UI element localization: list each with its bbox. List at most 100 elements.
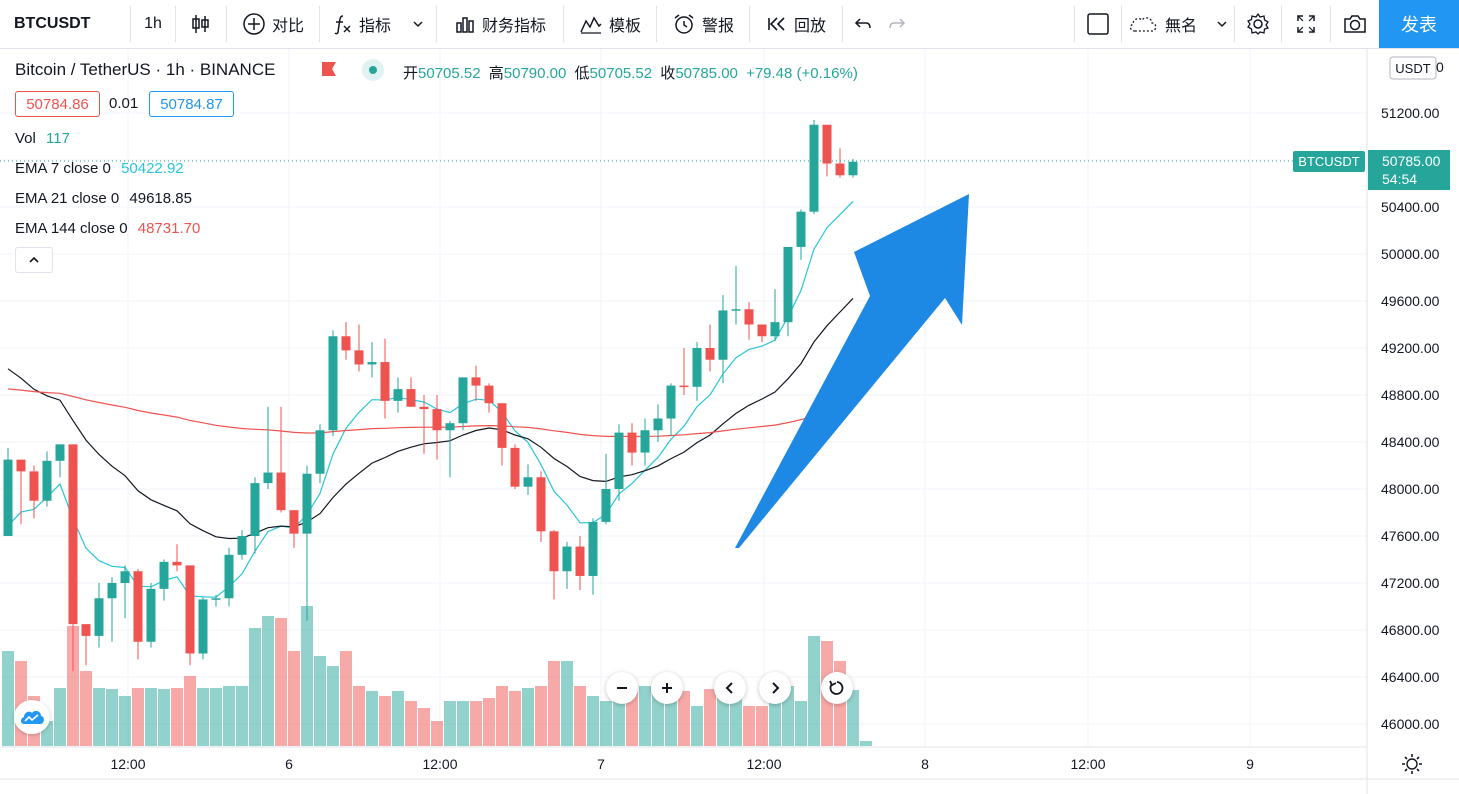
indicator-legend-ema21[interactable]: EMA 21 close 0 49618.85 xyxy=(15,190,192,207)
ema7-line xyxy=(7,200,854,598)
candle-body xyxy=(796,211,806,247)
scroll-left-button[interactable] xyxy=(714,672,746,704)
candle-body xyxy=(458,377,468,424)
toolbar-divider xyxy=(1074,6,1075,42)
price-tick-label: 49200.00 xyxy=(1381,340,1440,356)
candle-body xyxy=(354,350,364,365)
ema21-line xyxy=(7,297,854,540)
indicator-legend-ema7[interactable]: EMA 7 close 0 50422.92 xyxy=(15,160,184,177)
volume-bar xyxy=(106,689,118,746)
toolbar-divider xyxy=(130,6,131,42)
indicators-button[interactable]: 指标 xyxy=(320,0,436,48)
templates-label: 模板 xyxy=(608,18,641,35)
volume-bar xyxy=(353,686,365,746)
cloud-chart-icon xyxy=(21,710,44,724)
chart-style-button[interactable] xyxy=(176,0,226,48)
settings-button[interactable] xyxy=(1235,0,1281,48)
collapse-legend-button[interactable] xyxy=(15,247,53,273)
volume-bar xyxy=(457,701,469,746)
volume-bar xyxy=(275,618,287,746)
top-toolbar: BTCUSDT 1h 对比 指标 财务指标 模板 警报 回放 xyxy=(0,0,1459,49)
symbol-search-button[interactable]: BTCUSDT xyxy=(0,0,130,48)
replay-button[interactable]: 回放 xyxy=(750,0,842,48)
chevron-left-icon xyxy=(725,682,733,694)
indicator-legend-vol[interactable]: Vol 117 xyxy=(15,130,70,147)
candle-body xyxy=(666,385,676,419)
candle-body xyxy=(328,336,338,431)
financials-button[interactable]: 财务指标 xyxy=(437,0,563,48)
candle-body xyxy=(536,477,546,532)
compare-button[interactable]: 对比 xyxy=(227,0,319,48)
candle-body xyxy=(822,124,832,164)
volume-bar xyxy=(548,661,560,746)
candle-body xyxy=(146,588,156,642)
volume-bar xyxy=(54,688,66,746)
volume-bar xyxy=(262,616,274,746)
candle-body xyxy=(575,546,585,576)
volume-bar xyxy=(522,688,534,746)
currency-badge[interactable]: USDT xyxy=(1389,56,1437,80)
volume-bar xyxy=(379,696,391,746)
volume-bar xyxy=(2,651,14,746)
bar-chart-icon xyxy=(456,17,474,33)
candle-body xyxy=(198,599,208,654)
price-axis[interactable]: 51200.0050800.0050400.0050000.0049600.00… xyxy=(1381,105,1440,732)
volume-bar xyxy=(782,686,794,746)
ema7-value: 50422.92 xyxy=(121,160,184,177)
undo-button[interactable] xyxy=(846,0,880,48)
volume-bar xyxy=(132,688,144,746)
price-tick-label: 51200.00 xyxy=(1381,105,1440,121)
chevron-down-icon xyxy=(1217,21,1227,28)
scroll-right-button[interactable] xyxy=(759,672,791,704)
buy-price-button[interactable]: 50784.87 xyxy=(149,91,234,117)
snapshot-button[interactable] xyxy=(1331,0,1379,48)
volume-bar xyxy=(470,701,482,746)
reset-chart-button[interactable] xyxy=(821,672,853,704)
layout-button[interactable] xyxy=(1075,0,1121,48)
candle-body xyxy=(614,432,624,489)
chart-canvas[interactable]: 51200.0050800.0050400.0050000.0049600.00… xyxy=(0,49,1459,794)
tradingview-logo[interactable] xyxy=(14,700,50,734)
zoom-out-button[interactable] xyxy=(606,672,638,704)
volume-bar xyxy=(158,689,170,746)
zoom-in-button[interactable] xyxy=(651,672,683,704)
time-axis[interactable]: 12:00 6 12:00 7 12:00 8 12:00 9 xyxy=(110,756,1254,772)
candle-body xyxy=(445,423,455,431)
time-tick-label: 6 xyxy=(285,756,293,772)
rewind-icon xyxy=(768,17,785,31)
redo-icon xyxy=(889,18,906,29)
candle-body xyxy=(393,389,403,401)
layout-name-button[interactable]: 無名 xyxy=(1122,0,1234,48)
alert-button[interactable]: 警报 xyxy=(657,0,749,48)
last-price-tag: 50785.00 54:54 xyxy=(1368,150,1450,190)
time-tick-label: 9 xyxy=(1246,756,1254,772)
chart-settings-button[interactable] xyxy=(1402,754,1422,774)
fullscreen-button[interactable] xyxy=(1282,0,1330,48)
redo-button[interactable] xyxy=(880,0,914,48)
undo-icon xyxy=(854,18,871,29)
volume-bar xyxy=(366,691,378,746)
candle-body xyxy=(562,546,572,572)
candle-body xyxy=(471,377,481,386)
toolbar-divider xyxy=(1330,6,1331,42)
volume-bar xyxy=(80,671,92,746)
volume-bar xyxy=(574,686,586,746)
time-tick-label: 12:00 xyxy=(1070,756,1105,772)
candle-body xyxy=(419,406,429,410)
toolbar-divider xyxy=(563,6,564,42)
ema21-value: 49618.85 xyxy=(129,190,192,207)
candle-body xyxy=(484,385,494,404)
volume-bar xyxy=(223,686,235,746)
publish-button[interactable]: 发表 xyxy=(1379,0,1459,48)
indicator-legend-ema144[interactable]: EMA 144 close 0 48731.70 xyxy=(15,220,200,237)
candle-body xyxy=(68,444,78,625)
gear-icon xyxy=(1247,12,1270,35)
alarm-clock-icon xyxy=(674,14,694,34)
sell-price-button[interactable]: 50784.86 xyxy=(15,91,100,117)
interval-button[interactable]: 1h xyxy=(131,0,175,48)
candle-body xyxy=(289,510,299,534)
price-tick-label: 46400.00 xyxy=(1381,669,1440,685)
arrow-annotation[interactable] xyxy=(735,194,969,548)
templates-button[interactable]: 模板 xyxy=(564,0,656,48)
blue-arrow-drawing[interactable] xyxy=(735,194,969,548)
